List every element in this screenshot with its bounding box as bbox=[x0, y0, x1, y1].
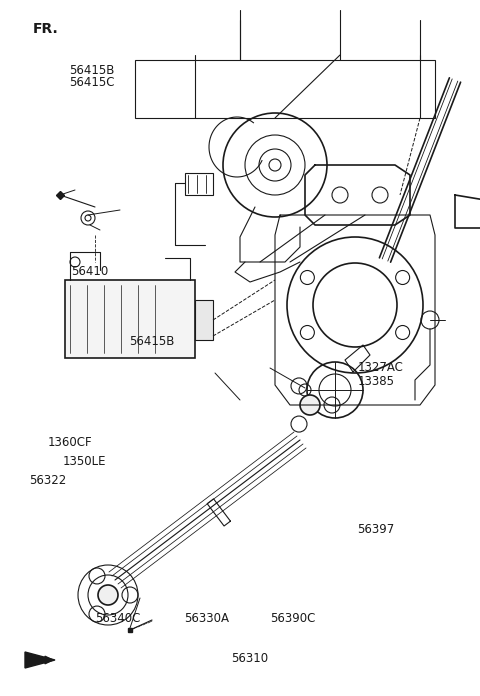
Text: 56415C: 56415C bbox=[70, 76, 115, 89]
Text: 56340C: 56340C bbox=[95, 612, 140, 625]
Polygon shape bbox=[25, 652, 55, 668]
Text: 56415B: 56415B bbox=[70, 63, 115, 77]
Bar bbox=[65, 280, 195, 358]
Text: 56390C: 56390C bbox=[270, 612, 315, 625]
Bar bbox=[185, 173, 213, 195]
Text: 56415B: 56415B bbox=[130, 335, 175, 348]
Text: 13385: 13385 bbox=[358, 375, 395, 388]
Text: 56310: 56310 bbox=[231, 651, 268, 665]
Bar bbox=[195, 300, 213, 340]
Text: 56330A: 56330A bbox=[184, 612, 229, 625]
Circle shape bbox=[300, 395, 320, 415]
Text: 1327AC: 1327AC bbox=[358, 361, 404, 374]
Text: 56322: 56322 bbox=[29, 474, 66, 487]
Text: FR.: FR. bbox=[33, 22, 59, 36]
Text: 1360CF: 1360CF bbox=[48, 436, 93, 449]
Text: 1350LE: 1350LE bbox=[62, 454, 106, 468]
Circle shape bbox=[98, 585, 118, 605]
Text: 56397: 56397 bbox=[358, 523, 395, 536]
Text: 56410: 56410 bbox=[71, 265, 108, 278]
Bar bbox=[135, 60, 435, 118]
